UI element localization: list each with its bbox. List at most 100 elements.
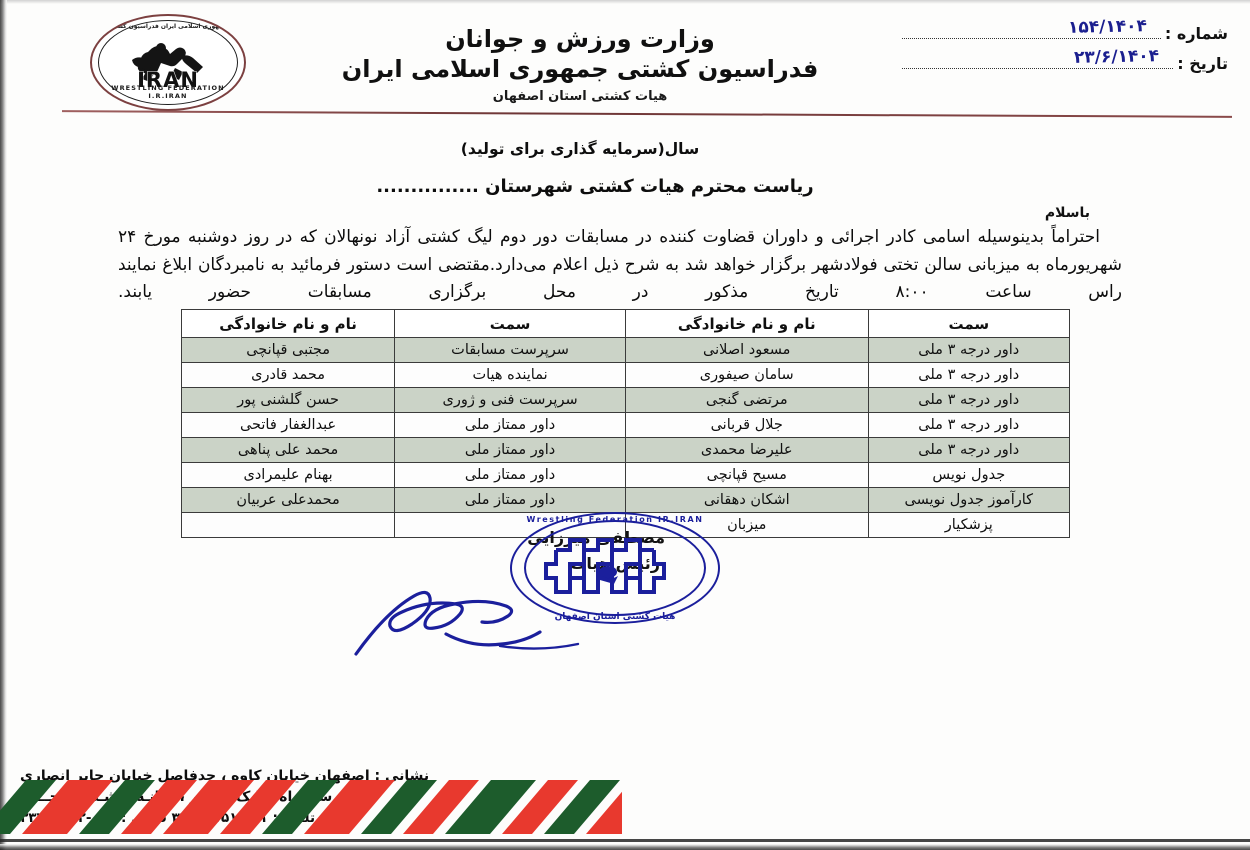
cell-name-left: مسیح قپانچی xyxy=(624,462,869,488)
cell-role-left: داور درجه ۳ ملی xyxy=(867,362,1071,388)
officials-roster-table: سمت نام و نام خانوادگی سمت نام و نام خان… xyxy=(180,309,1071,538)
cell-name-left: علیرضا محمدی xyxy=(624,437,869,463)
letter-date-row: تاریخ : ۲۳/۶/۱۴۰۴ xyxy=(898,46,1228,73)
column-header-role-right: سمت xyxy=(394,309,626,338)
stripe xyxy=(262,780,338,834)
letter-paragraph-text: احتراماً بدینوسیله اسامی کادر اجرائی و د… xyxy=(118,227,1122,303)
table-header-row: سمت نام و نام خانوادگی سمت نام و نام خان… xyxy=(180,309,1071,338)
year-slogan: سال(سرمایه گذاری برای تولید) xyxy=(460,140,700,158)
letter-number-value: ۱۵۴/۱۴۰۴ xyxy=(1067,16,1148,38)
scan-edge-bottom xyxy=(0,844,1250,850)
cell-role-left: پزشکیار xyxy=(867,512,1071,538)
header-divider xyxy=(62,110,1232,118)
stamp-outer-ring xyxy=(510,512,720,624)
stamp-knotwork-icon xyxy=(544,538,666,594)
cell-name-right: حسن گلشنی پور xyxy=(180,387,396,413)
cell-name-left: اشکان دهقانی xyxy=(624,487,869,513)
cell-role-left: داور درجه ۳ ملی xyxy=(867,412,1071,438)
stripe xyxy=(79,780,155,834)
cell-role-right: سرپرست مسابقات xyxy=(394,337,626,363)
letter-meta: شماره : ۱۵۴/۱۴۰۴ تاریخ : ۲۳/۶/۱۴۰۴ xyxy=(898,16,1228,84)
stripe xyxy=(121,780,197,834)
stripe xyxy=(403,780,479,834)
stamp-top-text: Wrestling Federation IR.IRAN xyxy=(526,515,704,524)
stamp-inner-ring xyxy=(524,520,706,616)
scan-edge-left xyxy=(0,0,7,850)
cell-role-right: سرپرست فنی و ژوری xyxy=(394,387,626,413)
letter-date-label: تاریخ : xyxy=(1177,54,1228,73)
organization-titles: وزارت ورزش و جوانان فدراسیون کشتی جمهوری… xyxy=(270,24,890,104)
salutation: باسلام xyxy=(1044,205,1090,221)
cell-role-right: داور ممتاز ملی xyxy=(394,412,626,438)
cell-name-right xyxy=(180,512,396,538)
wrestlers-figure-icon xyxy=(132,43,203,82)
table-row: داور درجه ۳ ملی مرتضی گنجی سرپرست فنی و ژو… xyxy=(180,387,1071,413)
round-official-stamp-icon: Wrestling Federation IR.IRAN هیات کشتی ا… xyxy=(510,512,720,624)
letter-date-value: ۲۳/۶/۱۴۰۴ xyxy=(1074,46,1160,68)
decorative-stripes xyxy=(0,776,622,834)
decorative-stripes-graphic xyxy=(0,780,622,834)
cell-name-left: سامان صیفوری xyxy=(624,362,869,388)
table-row: داور درجه ۳ ملی سامان صیفوری نماینده هیات م… xyxy=(180,362,1071,388)
stripe xyxy=(361,780,437,834)
logo-arc-top-text: جمهوری اسلامی ایران فدراسیون کشتی xyxy=(108,23,228,30)
letter-number-row: شماره : ۱۵۴/۱۴۰۴ xyxy=(898,16,1228,43)
cell-name-right: مجتبی قپانچی xyxy=(180,337,396,363)
cell-role-right: نماینده هیات xyxy=(394,362,626,388)
signature-block: مصطفی میرزایی رئیس هیات Wrestling Federa… xyxy=(354,512,760,656)
letter-paragraph: احتراماً بدینوسیله اسامی کادر اجرائی و د… xyxy=(118,224,1122,307)
letter-body: سال(سرمایه گذاری برای تولید) ریاست محترم… xyxy=(0,128,1250,307)
wrestling-federation-emblem-icon: جمهوری اسلامی ایران فدراسیون کشتی IRAN W… xyxy=(90,14,246,111)
cell-name-right: محمد علی پناهی xyxy=(180,437,396,463)
footer-baseline xyxy=(0,839,1250,842)
cell-role-right: داور ممتاز ملی xyxy=(394,487,626,513)
logo-arc-bottom-text: WRESTLING FEDERATION I.R.IRAN xyxy=(111,84,225,100)
letter-footer: نشانی : اصفهان خیابان کاوه ، حدفاصل خیاب… xyxy=(0,762,1250,844)
table-row: داور درجه ۳ ملی علیرضا محمدی داور ممتاز مل… xyxy=(180,437,1071,463)
cell-role-right: داور ممتاز ملی xyxy=(394,437,626,463)
stripe xyxy=(304,780,395,834)
table-row: داور درجه ۳ ملی مسعود اصلانی سرپرست مسابقا… xyxy=(180,337,1071,363)
footer-address-line-1: نشانی : اصفهان خیابان کاوه ، حدفاصل خیاب… xyxy=(20,767,430,784)
cell-role-left: داور درجه ۳ ملی xyxy=(867,387,1071,413)
cell-name-left: جلال قربانی xyxy=(624,412,869,438)
table-row: کارآموز جدول نویسی اشکان دهقانی داور ممتاز… xyxy=(180,487,1071,513)
stripe xyxy=(220,780,296,834)
stripe xyxy=(163,780,254,834)
column-header-role-left: سمت xyxy=(867,309,1071,338)
cell-role-left: کارآموز جدول نویسی xyxy=(867,487,1071,513)
ministry-title: وزارت ورزش و جوانان xyxy=(445,25,715,53)
handwritten-signature-icon xyxy=(354,590,580,656)
column-header-name-left: نام و نام خانوادگی xyxy=(624,309,869,338)
cell-role-right: داور ممتاز ملی xyxy=(394,462,626,488)
cell-role-left: داور درجه ۳ ملی xyxy=(867,437,1071,463)
letter-number-label: شماره : xyxy=(1164,24,1228,43)
cell-name-left: مسعود اصلانی xyxy=(624,337,869,363)
stripe xyxy=(445,780,536,834)
logo-wordmark: IRAN xyxy=(137,68,199,93)
addressee-line: ریاست محترم هیات کشتی شهرستان ..........… xyxy=(376,176,814,197)
cell-name-right: محمدعلی عربیان xyxy=(180,487,396,513)
stripe xyxy=(502,780,578,834)
letterhead: جمهوری اسلامی ایران فدراسیون کشتی IRAN W… xyxy=(0,0,1250,120)
scan-edge-top xyxy=(0,0,1250,4)
cell-role-left: جدول نویس xyxy=(867,462,1071,488)
table-row: داور درجه ۳ ملی جلال قربانی داور ممتاز ملی… xyxy=(180,412,1071,438)
letter-date-dots: ۲۳/۶/۱۴۰۴ xyxy=(902,46,1174,69)
federation-title: فدراسیون کشتی جمهوری اسلامی ایران xyxy=(341,55,819,83)
letter-number-dots: ۱۵۴/۱۴۰۴ xyxy=(902,16,1161,39)
cell-name-right: عبدالغفار فاتحی xyxy=(180,412,396,438)
stamp-bottom-text: هیات کشتی استان اصفهان xyxy=(554,612,676,622)
table-row: جدول نویس مسیح قپانچی داور ممتاز ملی بهنام … xyxy=(180,462,1071,488)
provincial-board-title: هیات کشتی استان اصفهان xyxy=(492,89,668,105)
stripe xyxy=(22,780,113,834)
stripe xyxy=(0,780,56,834)
table-body: داور درجه ۳ ملی مسعود اصلانی سرپرست مسابقا… xyxy=(180,337,1071,538)
cell-name-right: بهنام علیمرادی xyxy=(180,462,396,488)
column-header-name-right: نام و نام خانوادگی xyxy=(180,309,396,338)
cell-name-right: محمد قادری xyxy=(180,362,396,388)
cell-role-left: داور درجه ۳ ملی xyxy=(867,337,1071,363)
stripe xyxy=(544,780,620,834)
cell-name-left: مرتضی گنجی xyxy=(624,387,869,413)
